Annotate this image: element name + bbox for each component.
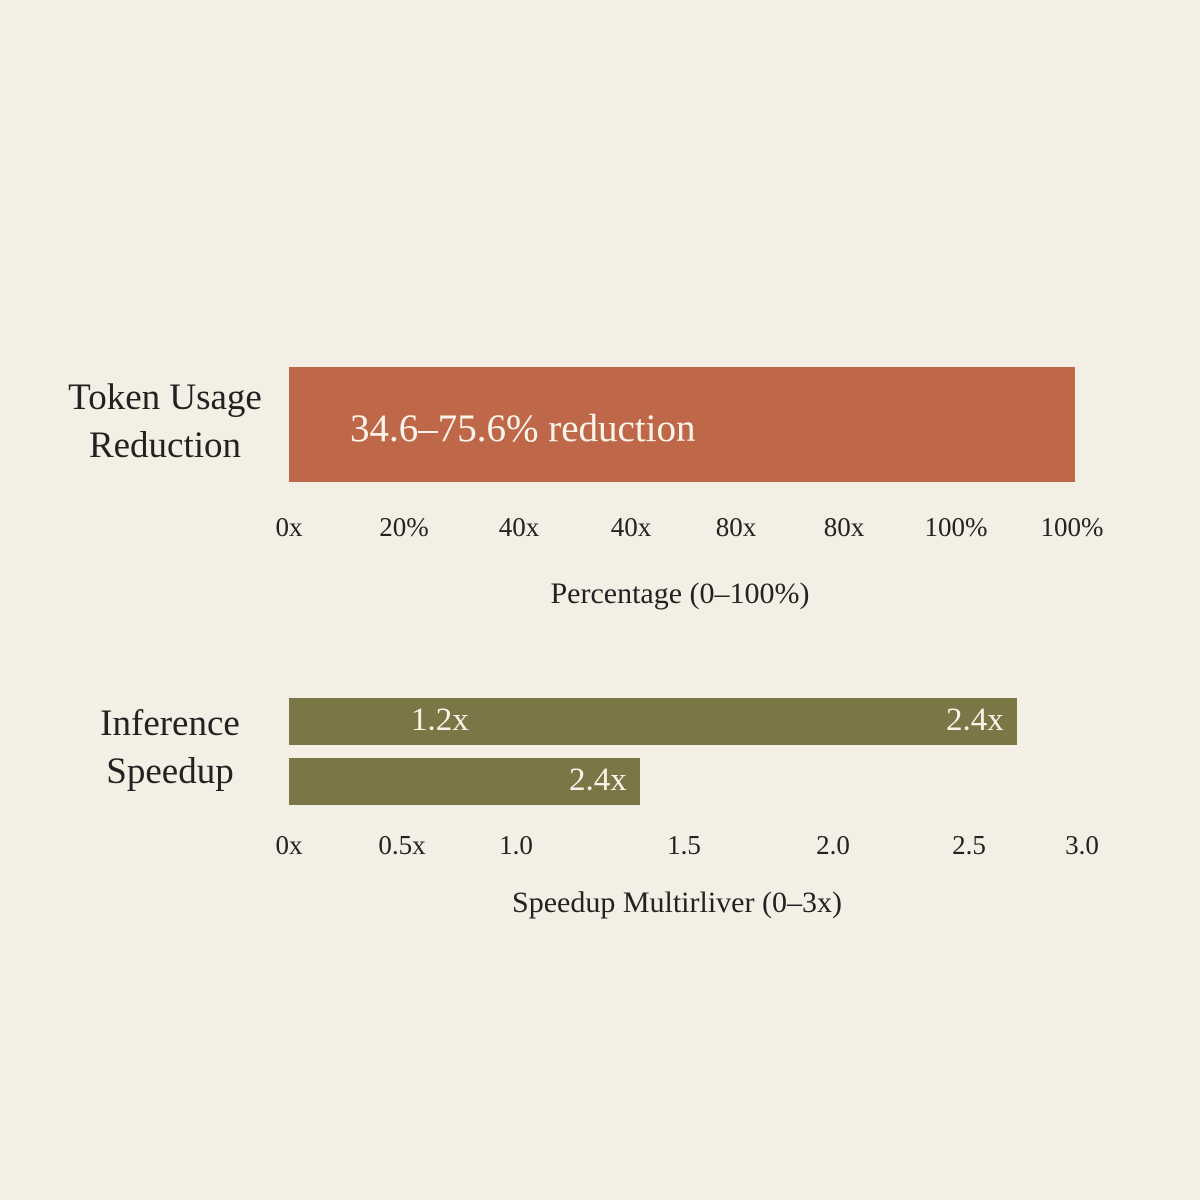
bar: [289, 698, 1017, 745]
x-tick-label: 100%: [924, 512, 988, 542]
x-tick-label: 1.5: [667, 830, 701, 860]
axis-title: Speedup Multirliver (0–3x): [512, 886, 842, 919]
x-tick-label: 80x: [823, 512, 865, 542]
axis-title: Percentage (0–100%): [550, 577, 810, 610]
x-tick-label: 2.0: [816, 830, 850, 860]
bar: [289, 367, 1075, 482]
x-tick-label: 40x: [610, 512, 652, 542]
x-tick-label: 0x: [275, 830, 303, 860]
x-tick-label: 100%: [1040, 512, 1104, 542]
bar-label: 34.6–75.6% reduction: [350, 407, 696, 450]
x-tick-label: 0x: [275, 512, 303, 542]
bar-label: 2.4x: [946, 702, 1004, 738]
bar-label: 2.4x: [569, 762, 627, 798]
x-tick-label: 0.5x: [378, 830, 426, 860]
x-tick-label: 80x: [715, 512, 757, 542]
row-label: Token Usage Reduction: [68, 377, 262, 466]
x-tick-label: 40x: [498, 512, 540, 542]
bar-label: 1.2x: [411, 702, 469, 738]
x-tick-label: 20%: [379, 512, 429, 542]
row-label: Inference Speedup: [100, 703, 240, 792]
bar: [289, 758, 640, 805]
x-tick-label: 3.0: [1065, 830, 1099, 860]
x-tick-label: 1.0: [499, 830, 533, 860]
x-tick-label: 2.5: [952, 830, 986, 860]
